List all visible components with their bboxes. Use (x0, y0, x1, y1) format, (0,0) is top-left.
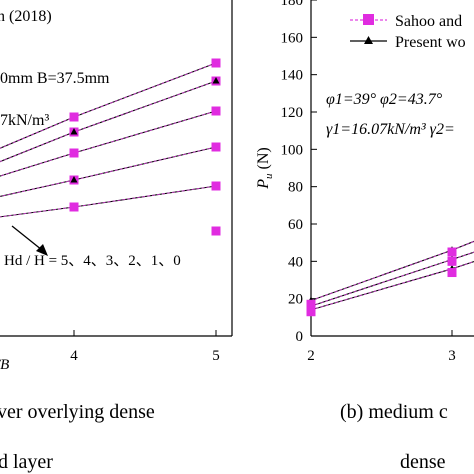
panel-a-present-line-3 (0, 146, 217, 198)
panel-b-annotation-weights: γ1=16.07kN/m³ γ2= (326, 121, 455, 138)
panel-b-y-ticks: 0 20 40 60 80 100 120 140 160 180 (281, 0, 317, 345)
panel-a-annotation-dims: 0mm B=37.5mm (0, 70, 110, 87)
panel-b-y-tick-label: 60 (288, 217, 303, 233)
panel-a-ref-point (211, 226, 221, 236)
panel-b-legend-label-present: Present wo (395, 34, 466, 51)
panel-b-y-tick-label: 120 (281, 105, 304, 121)
panel-b-ref-point (306, 307, 316, 317)
panel-a-ref-point (69, 112, 79, 122)
panel-a-arrow-label: Hd / H = 5、4、3、2、1、0 (4, 253, 181, 269)
panel-b-ref-point (447, 268, 457, 278)
panel-a-ref-line-1 (0, 80, 217, 163)
panel-a-ref-point (211, 106, 221, 116)
panel-a-tick-label-4: 4 (70, 348, 78, 364)
panel-b-x-tick-label-3: 3 (448, 348, 456, 364)
panel-a-caption-line2: d layer (0, 451, 53, 473)
panel-a-present-line-4 (0, 185, 217, 218)
panel-b-y-tick-label: 100 (281, 142, 304, 158)
panel-a-ref-point (69, 148, 79, 158)
panel-b-caption-line2: dense (400, 451, 446, 473)
panel-b-y-tick-label: 0 (296, 329, 304, 345)
panel-b-annotation-angles: φ1=39° φ2=43.7° (326, 91, 443, 108)
panel-b-legend-label-ref: Sahoo and (395, 13, 462, 30)
panel-a-legend-fragment: h (2018) (0, 8, 52, 25)
panel-b-y-tick-label: 80 (288, 180, 303, 196)
panel-b-ref-line-2 (310, 261, 474, 311)
panel-b-ref-point (447, 256, 457, 266)
panel-a-present-point (70, 128, 78, 135)
panel-b-axes (310, 0, 474, 337)
panel-b-y-tick-label: 20 (288, 292, 303, 308)
panel-a-ref-line-4 (0, 185, 217, 218)
panel-b-y-tick-label: 160 (281, 30, 304, 46)
panel-b-x-tick-label-2: 2 (307, 348, 315, 364)
panel-a-ref-line-3 (0, 146, 217, 197)
panel-b-y-tick-label: 180 (281, 0, 304, 9)
panel-b-y-label: Pu (N) (255, 147, 275, 190)
panel-b-caption-line1: (b) medium c (340, 401, 448, 423)
panel-a-x-label: /B (0, 357, 9, 373)
panel-a-present-point (70, 176, 78, 183)
panel-a-ref-point (69, 202, 79, 212)
panel-a-ref-point (211, 58, 221, 68)
panel-a-tick-label-5: 5 (212, 348, 220, 364)
panel-b-y-tick-label: 140 (281, 68, 304, 84)
panel-a-present-line-1 (0, 80, 217, 163)
panel-a-ref-point (211, 142, 221, 152)
panel-a-present-point (212, 77, 220, 84)
panel-b-y-tick-label: 40 (288, 254, 303, 270)
panel-b-legend (350, 14, 387, 44)
panel-a-axes (0, 0, 233, 337)
panel-a-arrow (11, 225, 48, 256)
panel-a-annotation-unit: 7kN/m³ (0, 112, 49, 129)
chart-marks (0, 58, 474, 317)
panel-a-caption-line1: ver overlying dense (0, 401, 155, 423)
panel-a-ref-point (211, 181, 221, 191)
panel-b-ref-point (447, 247, 457, 257)
